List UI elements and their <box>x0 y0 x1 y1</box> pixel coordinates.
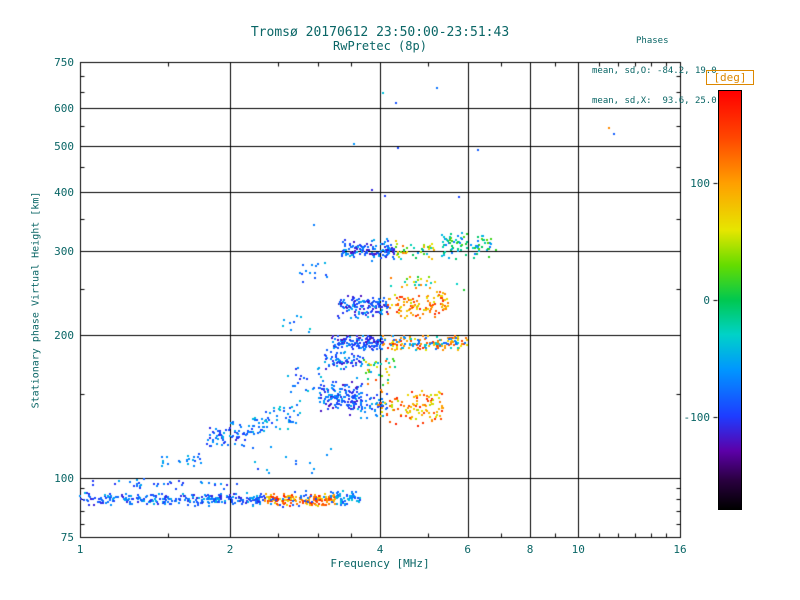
y-tick-label: 500 <box>54 139 74 153</box>
x-tick-label: 1 <box>76 543 84 556</box>
plot-title: Tromsø 20170612 23:50:00-23:51:43 <box>250 25 510 40</box>
y-tick-label: 400 <box>54 185 74 199</box>
x-tick-label: 8 <box>526 543 534 556</box>
colorbar-tick-label: 0 <box>703 294 710 307</box>
colorbar-gradient <box>718 90 742 510</box>
y-tick-label: 100 <box>54 471 74 485</box>
x-tick-label: 10 <box>571 543 585 556</box>
phase-stats-title: Phases <box>636 36 669 46</box>
y-tick-label: 75 <box>60 531 74 544</box>
x-tick-label: 2 <box>226 543 234 556</box>
phase-stats-line-o: mean, sd,O: -84.2, 19.0 <box>592 66 717 76</box>
y-tick-label: 600 <box>54 102 74 116</box>
colorbar-tick-label: -100 <box>683 410 711 424</box>
phase-stats-line-x: mean, sd,X: 93.6, 25.0 <box>592 96 717 106</box>
x-tick-label: 16 <box>673 543 687 556</box>
x-axis-title: Frequency [MHz] <box>330 557 430 570</box>
y-tick-label: 200 <box>54 328 74 342</box>
phase-stats-block: Phases mean, sd,O: -84.2, 19.0 mean, sd,… <box>592 16 752 126</box>
x-tick-label: 6 <box>464 543 472 556</box>
y-axis-title: Stationary phase Virtual Height [km] <box>30 191 42 409</box>
colorbar-title: [deg] <box>706 70 754 85</box>
colorbar-tick-label: 100 <box>690 177 710 191</box>
x-tick-label: 4 <box>376 543 384 556</box>
y-tick-label: 300 <box>54 245 74 259</box>
y-tick-label: 750 <box>54 56 74 69</box>
plot-subtitle: RwPretec (8p) <box>333 39 427 53</box>
